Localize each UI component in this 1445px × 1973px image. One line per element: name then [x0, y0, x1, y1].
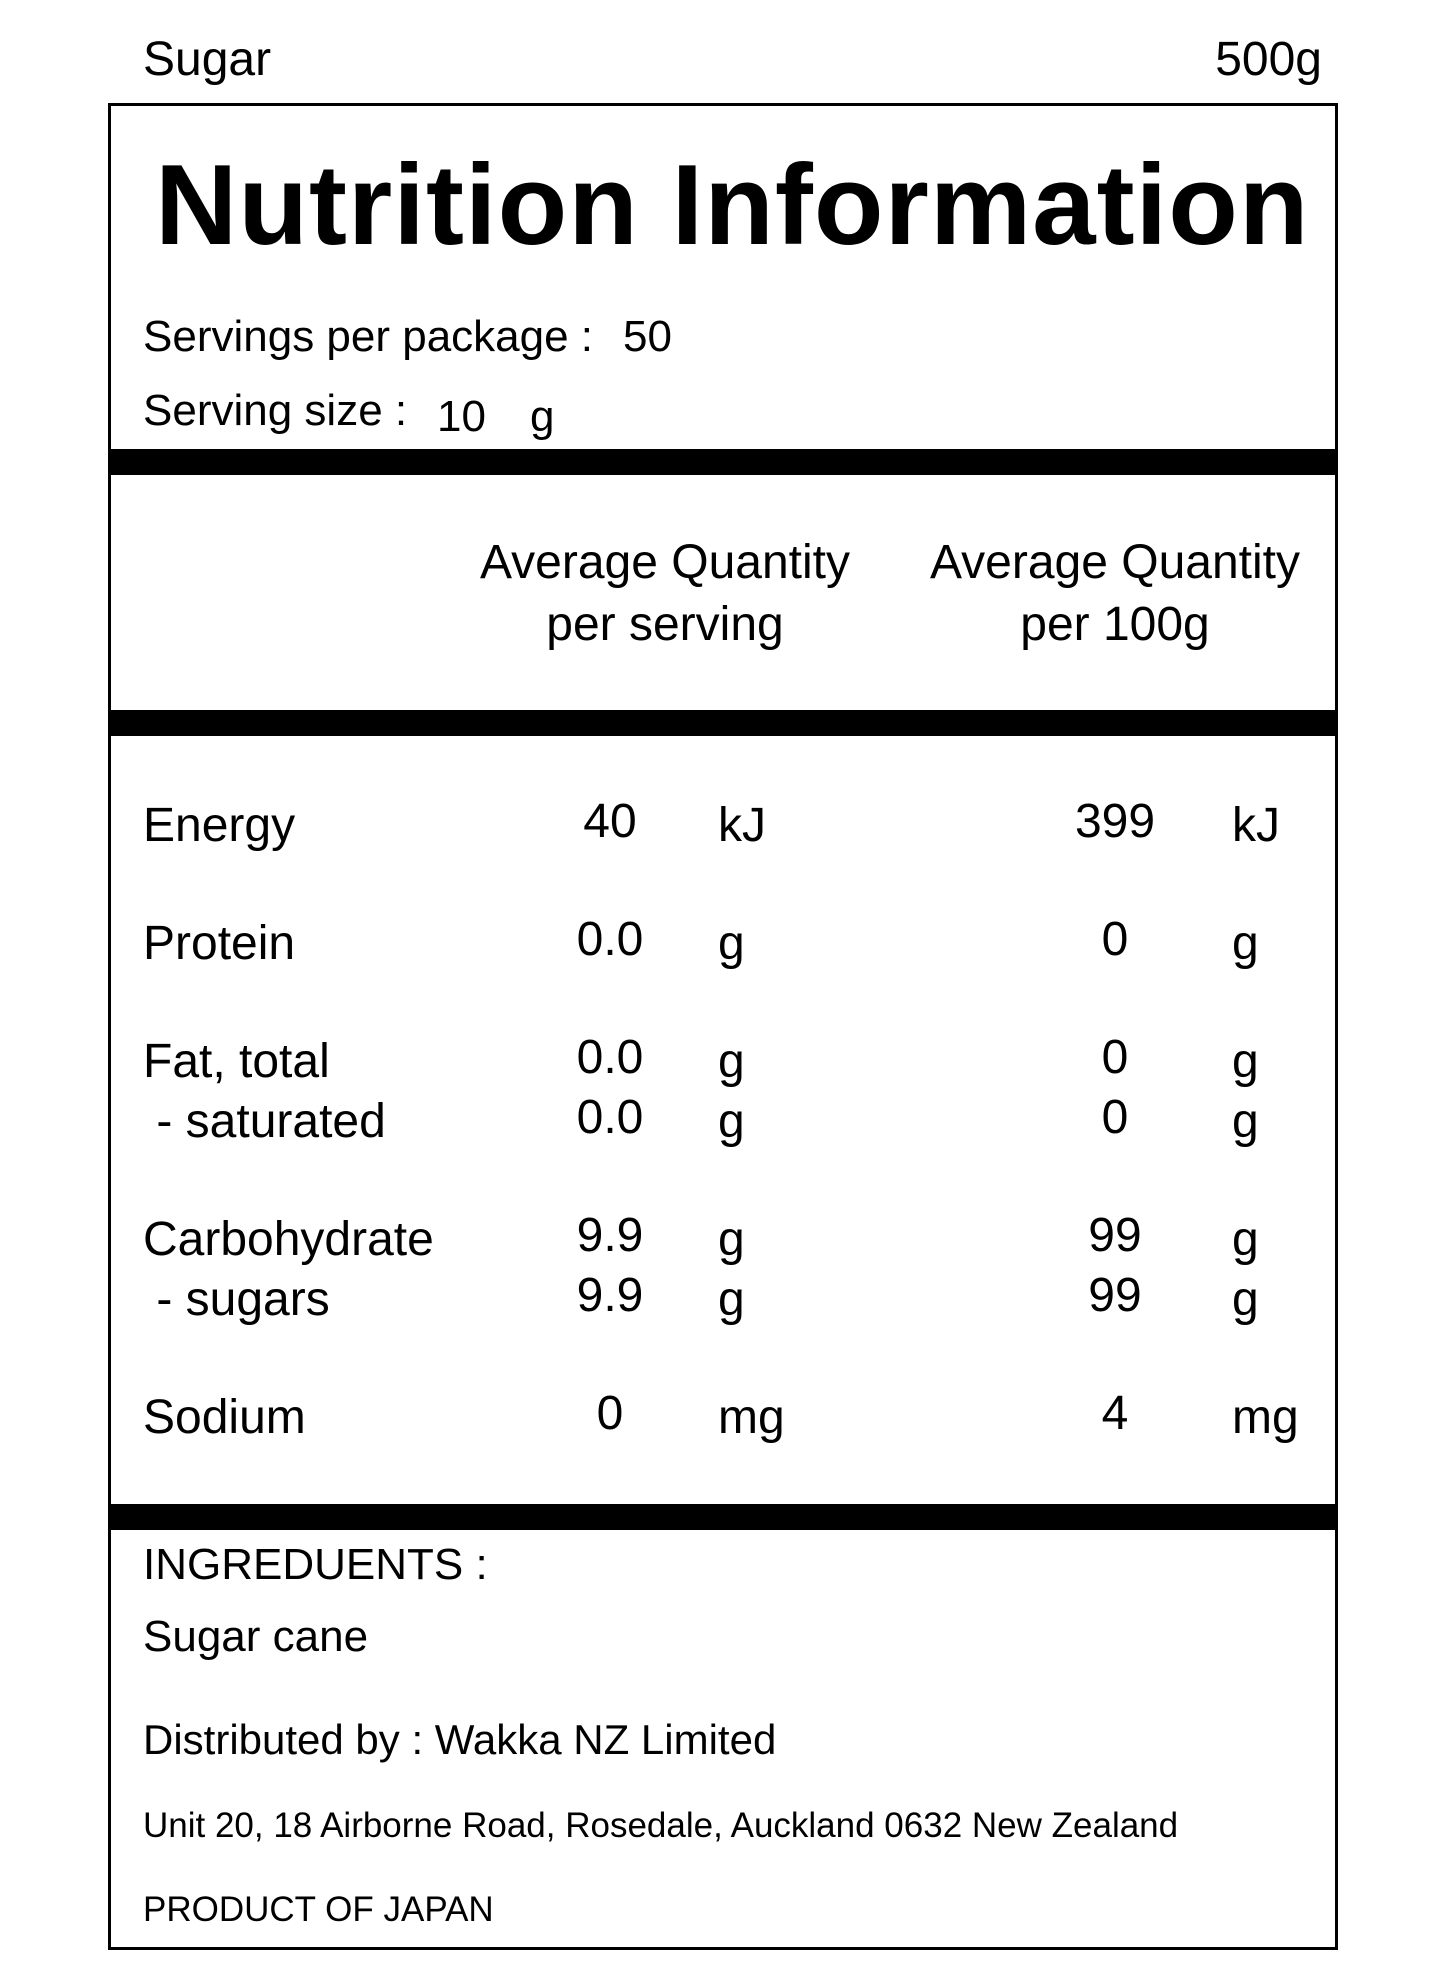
per-100g-unit: g	[1232, 1273, 1259, 1326]
per-serving-value: 40	[583, 795, 637, 848]
per-100g-unit: g	[1232, 1035, 1259, 1088]
nutrient-name: - sugars	[143, 1273, 330, 1326]
servings-per-package-label: Servings per package :	[143, 312, 594, 361]
nutrient-name: Fat, total	[143, 1035, 330, 1088]
per-serving-value: 0	[596, 1387, 624, 1440]
ingredients-heading: INGREDUENTS :	[143, 1540, 488, 1589]
column-header-line: Average Quantity	[479, 536, 850, 589]
distributor-address: Unit 20, 18 Airborne Road, Rosedale, Auc…	[143, 1806, 1179, 1845]
per-serving-unit: g	[718, 1035, 745, 1088]
per-serving-value: 0.0	[576, 913, 644, 966]
per-serving-unit: g	[718, 917, 745, 970]
servings-per-package-value: 50	[623, 312, 672, 361]
divider-bar	[108, 710, 1338, 736]
divider-bar	[108, 449, 1338, 475]
panel-title: Nutrition Information	[155, 142, 1310, 269]
per-100g-value: 99	[1088, 1269, 1142, 1322]
serving-size-unit: g	[530, 392, 555, 441]
per-serving-unit: mg	[718, 1391, 785, 1444]
nutrient-name: Carbohydrate	[143, 1213, 434, 1266]
per-100g-unit: g	[1232, 1095, 1259, 1148]
per-100g-value: 0	[1101, 913, 1129, 966]
column-header-line: Average Quantity	[929, 536, 1300, 589]
per-100g-unit: g	[1232, 917, 1259, 970]
per-100g-unit: mg	[1232, 1391, 1299, 1444]
column-header-line: per 100g	[1020, 598, 1210, 651]
product-name: Sugar	[143, 33, 272, 86]
per-serving-value: 9.9	[576, 1209, 644, 1262]
per-serving-value: 0.0	[576, 1091, 644, 1144]
nutrient-name: Energy	[143, 799, 296, 852]
product-weight: 500g	[1215, 33, 1322, 86]
nutrient-name: Protein	[143, 917, 296, 970]
column-header-line: per serving	[546, 598, 784, 651]
divider-bar	[108, 1504, 1338, 1530]
per-100g-value: 399	[1074, 795, 1156, 848]
per-100g-value: 0	[1101, 1091, 1129, 1144]
per-100g-unit: g	[1232, 1213, 1259, 1266]
per-serving-unit: g	[718, 1213, 745, 1266]
country-of-origin: PRODUCT OF JAPAN	[143, 1890, 494, 1929]
ingredients-value: Sugar cane	[143, 1612, 369, 1661]
per-serving-unit: kJ	[718, 799, 766, 852]
per-serving-unit: g	[718, 1273, 745, 1326]
serving-size-value: 10	[437, 392, 486, 441]
per-serving-value: 9.9	[576, 1269, 644, 1322]
serving-size-label: Serving size :	[143, 386, 408, 435]
per-100g-value: 0	[1101, 1031, 1129, 1084]
per-100g-unit: kJ	[1232, 799, 1280, 852]
nutrition-panel	[108, 103, 1338, 1950]
column-header-per-100g: Average Quantity per 100g	[905, 532, 1325, 656]
per-100g-value: 4	[1101, 1387, 1129, 1440]
nutrient-name: - saturated	[143, 1095, 386, 1148]
nutrient-name: Sodium	[143, 1391, 306, 1444]
distributor-line: Distributed by : Wakka NZ Limited	[143, 1716, 777, 1763]
column-header-per-serving: Average Quantity per serving	[455, 532, 875, 656]
per-serving-value: 0.0	[576, 1031, 644, 1084]
per-100g-value: 99	[1088, 1209, 1142, 1262]
per-serving-unit: g	[718, 1095, 745, 1148]
